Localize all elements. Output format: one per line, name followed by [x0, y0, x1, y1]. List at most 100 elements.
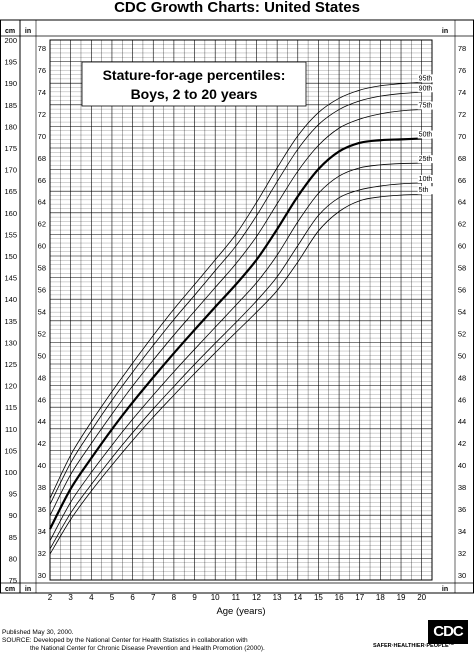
in-tick-label-left: 42 — [38, 439, 46, 448]
in-tick-label-left: 76 — [38, 66, 46, 75]
in-tick-label-left: 78 — [38, 44, 46, 53]
in-tick-label-left: 58 — [38, 264, 46, 273]
in-tick-label-right: 70 — [458, 132, 466, 141]
series-label-50th: 50th — [419, 131, 433, 138]
in-tick-label-left: 68 — [38, 154, 46, 163]
in-tick-label-right: 54 — [458, 307, 466, 316]
in-tick-label-left: 66 — [38, 176, 46, 185]
published-date: Published May 30, 2000. — [2, 629, 74, 636]
cm-unit-label: cm — [5, 28, 15, 35]
in-tick-label-left: 64 — [38, 198, 46, 207]
series-label-bg — [417, 74, 438, 83]
in-tick-label-left: 38 — [38, 483, 46, 492]
cm-tick-label: 195 — [4, 58, 17, 67]
in-tick-label-left: 60 — [38, 242, 46, 251]
x-tick-label: 5 — [110, 593, 115, 602]
in-unit-label: in — [25, 586, 31, 593]
x-tick-label: 20 — [417, 593, 426, 602]
x-tick-label: 2 — [48, 593, 53, 602]
series-line-90th — [49, 91, 422, 505]
x-tick-label: 12 — [252, 593, 261, 602]
series-line-10th — [49, 182, 422, 550]
in-tick-label-right: 78 — [458, 44, 466, 53]
cm-tick-label: 200 — [4, 36, 17, 45]
in-tick-label-left: 46 — [38, 395, 46, 404]
series-label-5th: 5th — [419, 187, 429, 194]
in-unit-label: in — [442, 586, 448, 593]
cdc-logo: CDC — [428, 620, 468, 644]
in-unit-label: in — [25, 28, 31, 35]
in-tick-label-left: 30 — [38, 571, 46, 580]
series-label-10th: 10th — [419, 176, 433, 183]
cm-tick-label: 90 — [9, 511, 17, 520]
in-tick-label-left: 32 — [38, 549, 46, 558]
cm-tick-label: 130 — [4, 338, 17, 347]
x-tick-label: 8 — [172, 593, 177, 602]
x-tick-label: 7 — [151, 593, 156, 602]
x-tick-label: 3 — [68, 593, 73, 602]
in-tick-label-right: 44 — [458, 417, 466, 426]
series-line-95th — [49, 81, 422, 499]
cm-tick-label: 185 — [4, 101, 17, 110]
cm-tick-label: 95 — [9, 490, 17, 499]
cm-tick-label: 175 — [4, 144, 17, 153]
in-tick-label-right: 66 — [458, 176, 466, 185]
series-label-bg — [417, 84, 438, 93]
in-tick-label-right: 60 — [458, 242, 466, 251]
series-label-25th: 25th — [419, 156, 433, 163]
x-axis-label: Age (years) — [216, 606, 265, 617]
x-tick-label: 16 — [335, 593, 344, 602]
cm-tick-label: 115 — [5, 403, 17, 412]
in-tick-label-right: 50 — [458, 351, 466, 360]
in-tick-label-right: 58 — [458, 264, 466, 273]
chart-title-box — [81, 61, 307, 107]
cm-tick-label: 160 — [4, 209, 17, 218]
in-tick-label-right: 38 — [458, 483, 466, 492]
series-label-75th: 75th — [419, 103, 433, 110]
cm-tick-label: 110 — [5, 425, 17, 434]
in-tick-label-right: 72 — [458, 110, 466, 119]
in-tick-label-right: 40 — [458, 461, 466, 470]
x-tick-label: 14 — [293, 593, 302, 602]
chart-subtitle: Boys, 2 to 20 years — [131, 86, 258, 102]
cm-tick-label: 155 — [4, 230, 17, 239]
x-tick-label: 6 — [130, 593, 135, 602]
cm-tick-label: 145 — [4, 274, 17, 283]
cm-tick-label: 150 — [4, 252, 17, 261]
x-tick-label: 11 — [232, 593, 241, 602]
cm-tick-label: 135 — [4, 317, 17, 326]
in-tick-label-left: 36 — [38, 505, 46, 514]
in-tick-label-right: 42 — [458, 439, 466, 448]
in-tick-label-left: 56 — [38, 286, 46, 295]
cm-tick-label: 105 — [4, 446, 17, 455]
cm-tick-label: 120 — [4, 382, 17, 391]
series-label-bg — [417, 174, 438, 183]
in-tick-label-right: 68 — [458, 154, 466, 163]
in-tick-label-left: 48 — [38, 373, 46, 382]
x-tick-label: 18 — [376, 593, 385, 602]
series-label-bg — [417, 130, 438, 139]
cm-tick-label: 140 — [4, 295, 17, 304]
cm-unit-label: cm — [5, 586, 15, 593]
series-label-bg — [417, 101, 438, 110]
cm-tick-label: 190 — [4, 79, 17, 88]
series-line-50th — [49, 137, 422, 530]
in-tick-label-right: 30 — [458, 571, 466, 580]
series-line-25th — [49, 162, 422, 541]
cm-tick-label: 100 — [4, 468, 17, 477]
in-tick-label-left: 40 — [38, 461, 46, 470]
series-label-90th: 90th — [419, 85, 433, 92]
in-tick-label-right: 74 — [458, 88, 466, 97]
in-tick-label-left: 74 — [38, 88, 46, 97]
in-tick-label-left: 72 — [38, 110, 46, 119]
cm-tick-label: 180 — [4, 122, 17, 131]
x-tick-label: 19 — [397, 593, 406, 602]
series-label-bg — [417, 186, 438, 195]
in-tick-label-right: 32 — [458, 549, 466, 558]
cdc-tagline: SAFER·HEALTHIER·PEOPLE™ — [373, 643, 455, 649]
cm-tick-label: 165 — [4, 187, 17, 196]
page-title: CDC Growth Charts: United States — [114, 0, 360, 16]
in-tick-label-right: 34 — [458, 527, 466, 536]
in-tick-label-right: 76 — [458, 66, 466, 75]
